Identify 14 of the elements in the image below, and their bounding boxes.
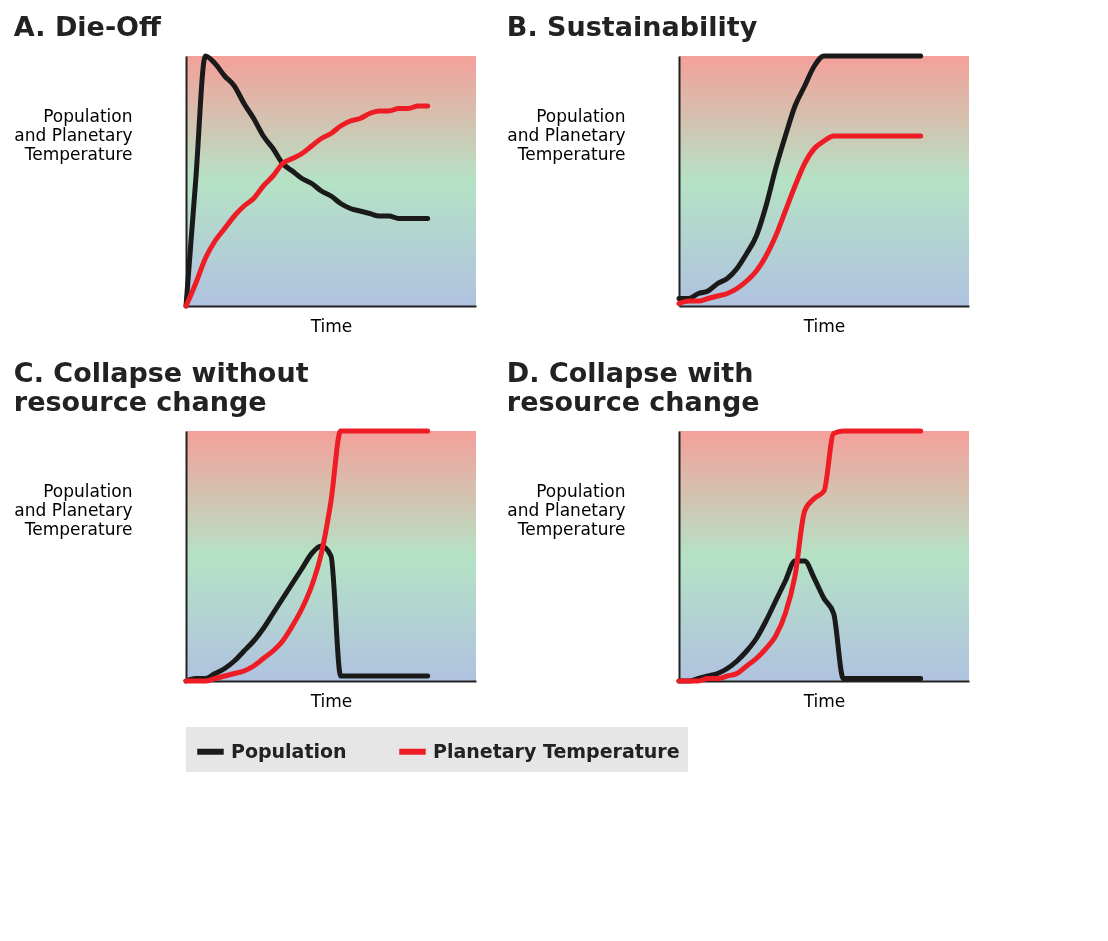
chart-title: D. Collapse with resource change xyxy=(506,356,760,417)
y-axis-title: Population and Planetary Temperature xyxy=(507,480,626,539)
chart-title: A. Die-Off xyxy=(13,10,163,42)
x-axis-title: Time xyxy=(309,315,353,336)
legend-label: Population xyxy=(231,739,347,762)
legend-label: Planetary Temperature xyxy=(433,739,680,762)
x-axis-title: Time xyxy=(802,315,846,336)
chart-title: C. Collapse without resource change xyxy=(13,356,309,417)
y-axis-title: Population and Planetary Temperature xyxy=(14,105,133,164)
y-axis-title: Population and Planetary Temperature xyxy=(14,480,133,539)
x-axis-title: Time xyxy=(309,690,353,711)
chart-title: B. Sustainability xyxy=(506,10,758,42)
y-axis-title: Population and Planetary Temperature xyxy=(507,105,626,164)
x-axis-title: Time xyxy=(802,690,846,711)
